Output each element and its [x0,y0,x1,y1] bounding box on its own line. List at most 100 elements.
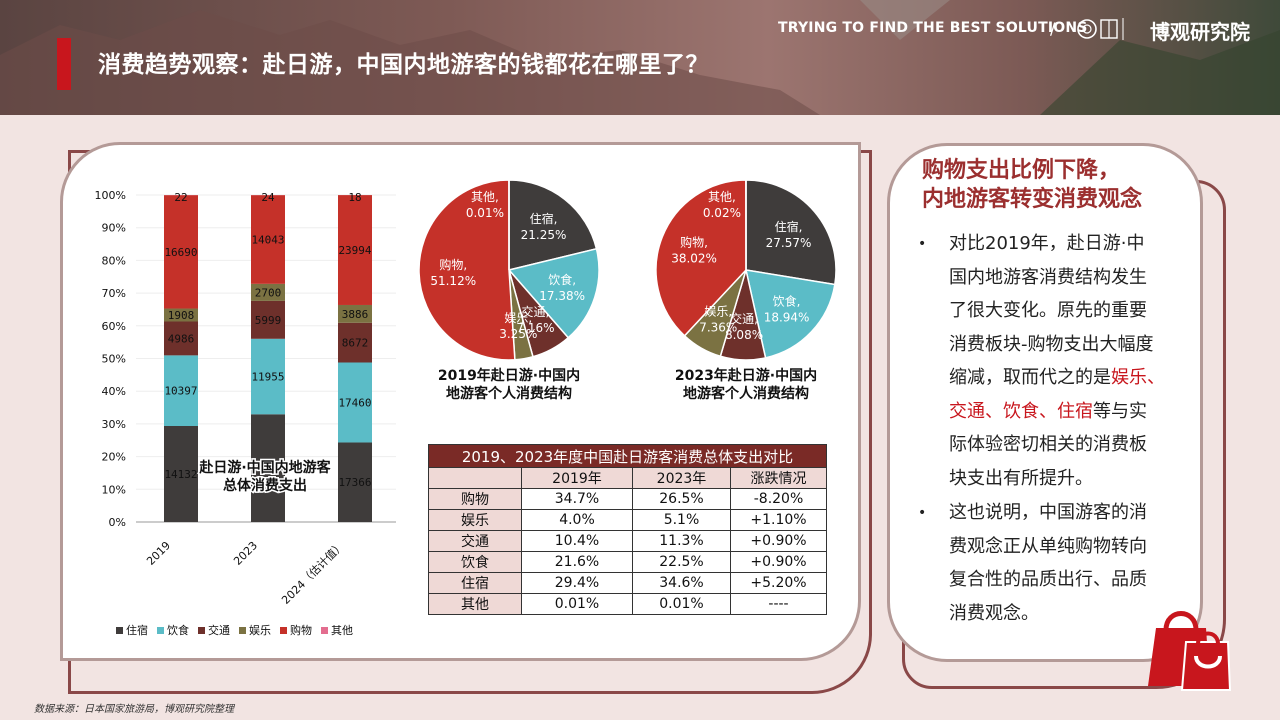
y-tick-label: 40% [102,385,126,398]
pie-slice [655,179,747,337]
bar-segment [164,321,198,356]
legend-item: 购物 [280,622,312,638]
table-row-header: 饮食 [428,551,522,573]
p1-line: 国内地游客消费结构发生 [949,266,1147,288]
legend-swatch [239,626,246,634]
data-source-note: 数据来源：日本国家旅游局，博观研究院整理 [34,704,234,715]
y-tick-label: 70% [102,287,126,300]
y-tick-label: 100% [95,189,126,202]
pie-slice-value: 38.02% [671,252,717,266]
pie-slice-name: 交通, [730,311,758,326]
legend-item: 住宿 [116,622,148,638]
bar-data-label: 3886 [342,308,369,321]
pie-slice-value: 0.01% [466,206,504,220]
pie-chart-2019: 住宿, 21.25% 饮食, 17.38%交通, 7.16%娱乐, 3.25% 购物, 51.… [418,179,600,361]
header-separator: / [1050,19,1056,38]
y-tick-label: 30% [102,418,126,431]
table-row: 购物 34.7% 26.5% -8.20% [428,488,827,510]
table-caption: 2019、2023年度中国赴日游客消费总体支出对比 [428,444,827,468]
table-cell: 5.1% [632,509,731,531]
pie-slice-name: 住宿, [775,219,803,234]
pie-slice-name: 交通, [522,304,550,319]
bar-segment [164,308,198,322]
table-cell: 0.01% [521,593,633,615]
y-tick-label: 80% [102,254,126,267]
table-row: 住宿 29.4% 34.6% +5.20% [428,572,827,594]
p1-line: 对比2019年，赴日游·中 [949,233,1145,254]
table-cell: +0.90% [730,530,827,552]
bar-data-label: 10397 [164,385,197,398]
p1-highlight: 交通、饮食、住宿 [949,400,1093,422]
pie-2023-labels: 住宿, 27.57% 饮食, 18.94% 交通, 8.08% 娱乐, 7.36% 购物, 38.… [671,190,811,342]
pie-2023-title-line2: 地游客个人消费结构 [683,386,809,402]
comparison-table: 2019、2023年度中国赴日游客消费总体支出对比 2019年 2023年 涨跌… [428,444,827,615]
pie-2019-slices [418,179,600,361]
pie-2023-slices [655,179,837,361]
table-row: 娱乐 4.0% 5.1% +1.10% [428,509,827,531]
legend-swatch [116,626,123,634]
y-tick-label: 90% [102,222,126,235]
y-tick-label: 0% [109,516,126,529]
pie-2019-title-line2: 地游客个人消费结构 [446,386,572,402]
table-header-cell: 2019年 [521,467,633,489]
bar-segment [338,195,372,305]
pie-chart-2023: 住宿, 27.57% 饮食, 18.94% 交通, 8.08% 娱乐, 7.36% 购物, 38.… [655,179,837,361]
legend-swatch [321,626,328,634]
p1-line: 交通、饮食、住宿等与实 [949,395,1181,429]
table-header-cell [428,467,522,489]
legend-item: 交通 [198,622,230,638]
bar-segment [164,425,198,522]
pie-slice-value: 3.25% [499,327,537,341]
pie-2023-title: 2023年赴日游·中国内 地游客个人消费结构 [651,367,841,403]
side-title-line2: 内地游客转变消费观念 [922,187,1143,212]
bar-segment [251,300,285,339]
bar-x-labels: 2019 2023 2024（估计值） [144,539,347,607]
brand-name: 博观研究院 [1150,20,1250,44]
table-cell: ---- [730,593,827,615]
pie-slice-name: 其他, [708,190,736,204]
bar-legend: 住宿 饮食 交通 娱乐 购物 其他 [116,622,353,638]
legend-label: 住宿 [126,624,148,637]
table-header-cell: 涨跌情况 [730,467,827,489]
legend-label: 饮食 [167,624,189,637]
page-title: 消费趋势观察：赴日游，中国内地游客的钱都花在哪里了？ [98,52,709,78]
bar-segment [251,195,285,284]
table-cell: 34.6% [632,572,731,594]
pie-slice-value: 8.08% [725,328,763,342]
bar-data-label: 1908 [168,309,195,322]
pie-slice [745,269,836,359]
legend-label: 交通 [208,624,230,637]
stacked-bar-chart: 0%10%20%30%40%50%60%70%80%90%100% 141321… [95,189,396,607]
p2-line: 这也说明，中国游客的消 [949,502,1147,523]
p1-line: 了很大变化。原先的重要 [949,300,1147,321]
table-row: 饮食 21.6% 22.5% +0.90% [428,551,827,573]
boguan-logo-icon [1077,18,1124,40]
pie-slice-value: 7.16% [516,321,554,335]
bar-segment [338,362,372,443]
legend-swatch [157,626,164,634]
table-cell: 10.4% [521,530,633,552]
bar-segments [164,195,372,522]
title-accent-bar [57,38,71,90]
table-row: 交通 10.4% 11.3% +0.90% [428,530,827,552]
pie-slice [508,179,598,271]
pie-slice-name: 其他, [471,190,499,204]
p1-line: 消费板块-购物支出大幅度 [949,333,1154,355]
table-row-header: 娱乐 [428,509,522,531]
bar-segment [164,355,198,426]
side-paragraph-2: 这也说明，中国游客的消 费观念正从单纯购物转向 复合性的品质出行、品质 消费观念… [949,496,1181,630]
pie-slice [418,179,516,361]
table-row-header: 住宿 [428,572,522,594]
pie-slice-name: 购物, [439,257,467,272]
table-header-cell: 2023年 [632,467,731,489]
pie-slice-value: 18.94% [764,310,810,324]
p1-text: 等与实 [1093,400,1147,422]
bar-data-label: 2700 [255,286,282,299]
p2-line: 费观念正从单纯购物转向 [949,535,1147,557]
table-cell: 29.4% [521,572,633,594]
p1-highlight: 娱乐、 [1111,367,1165,388]
pie-2019-title-line1: 2019年赴日游·中国内 [437,368,581,384]
table-cell: 0.01% [632,593,731,615]
pie-2023-title-line1: 2023年赴日游·中国内 [674,368,818,384]
y-tick-label: 60% [102,320,126,333]
